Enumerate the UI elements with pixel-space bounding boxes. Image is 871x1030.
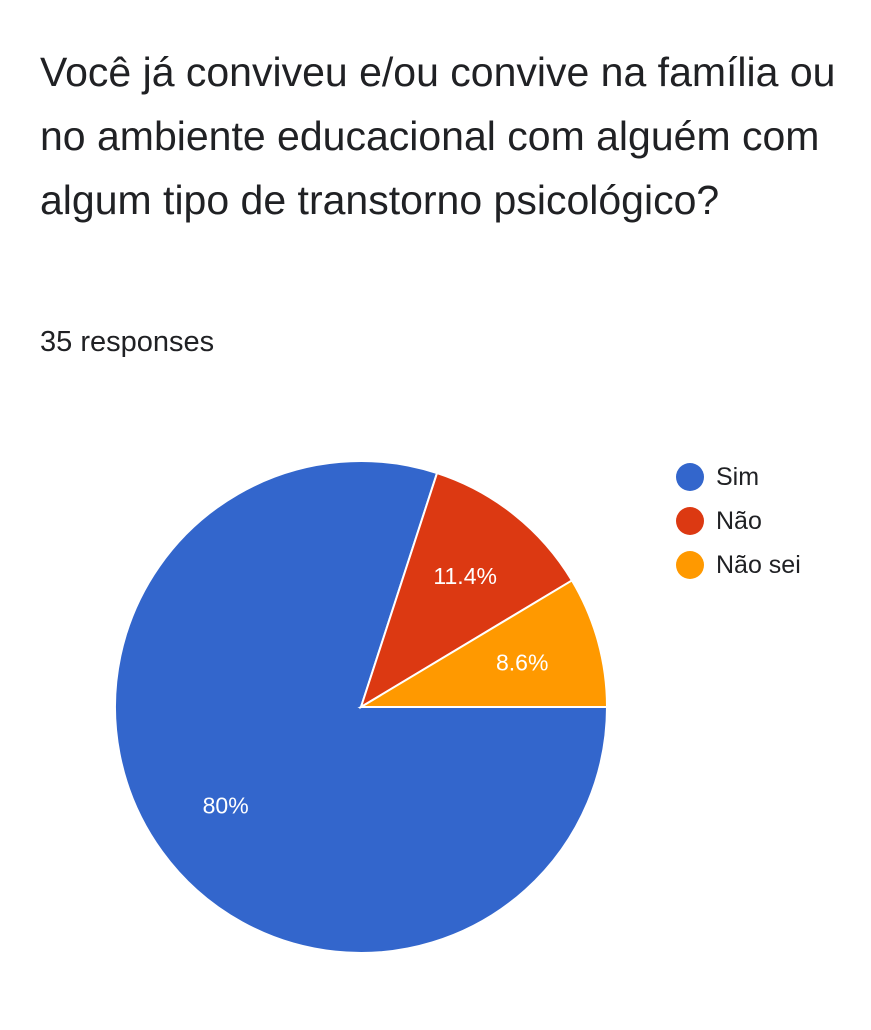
pie-slice-n-o[interactable] <box>359 471 574 710</box>
legend-item-nao[interactable]: Não <box>676 499 801 543</box>
legend-label-nao-sei: Não sei <box>716 550 801 579</box>
pie-slice-n-o-sei[interactable] <box>357 579 609 708</box>
legend-swatch-nao-sei <box>676 551 704 579</box>
question-title: Você já conviveu e/ou convive na família… <box>40 49 836 223</box>
chart-legend: Sim Não Não sei <box>676 455 801 587</box>
pie-slice-value-label: 80% <box>203 792 249 818</box>
legend-swatch-nao <box>676 507 704 535</box>
pie-slice-sim[interactable] <box>114 460 609 954</box>
response-count: 35 responses <box>40 326 215 358</box>
legend-swatch-sim <box>676 463 704 491</box>
legend-label-sim: Sim <box>716 462 760 491</box>
legend-item-sim[interactable]: Sim <box>676 455 801 499</box>
pie-slice-value-label: 8.6% <box>496 649 548 675</box>
pie-slice-value-label: 11.4% <box>433 563 497 589</box>
legend-label-nao: Não <box>716 506 762 535</box>
legend-item-nao-sei[interactable]: Não sei <box>676 543 801 587</box>
